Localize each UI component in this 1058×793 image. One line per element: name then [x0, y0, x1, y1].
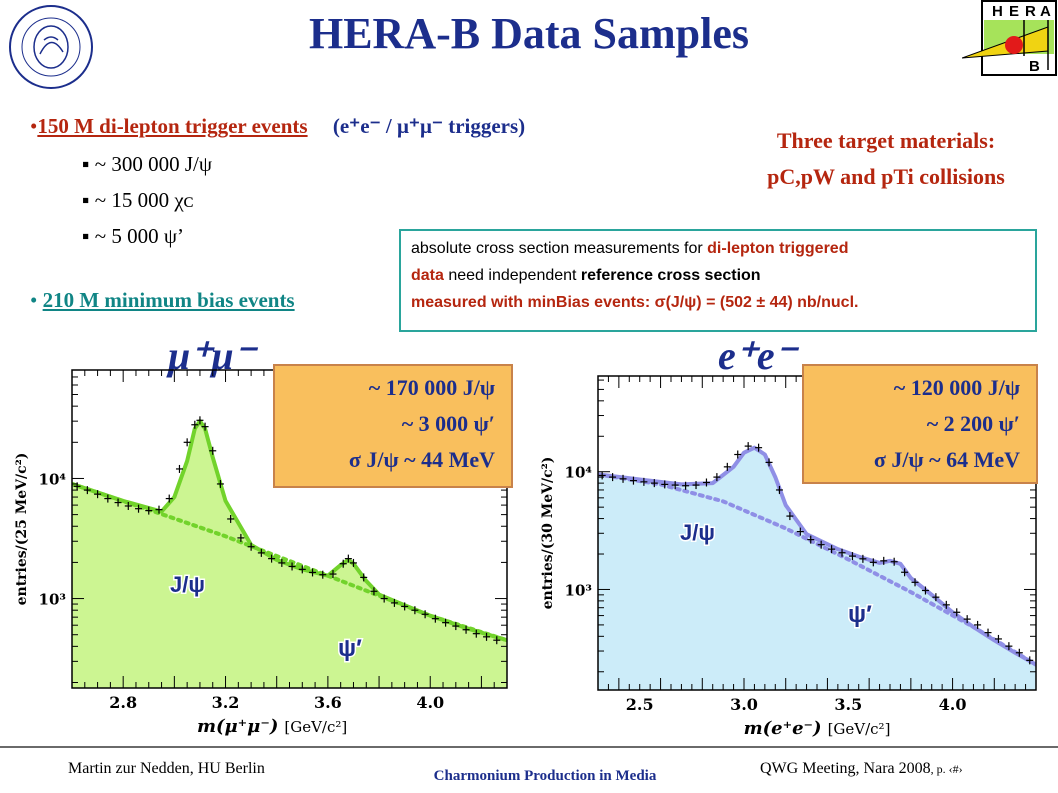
mumu-yield-box: ~ 170 000 J/ψ ~ 3 000 ψ′ σ J/ψ ~ 44 MeV — [273, 364, 513, 488]
minbias-bullet: • 210 M minimum bias events — [30, 288, 295, 312]
ee-yield-box: ~ 120 000 J/ψ ~ 2 200 ψ′ σ J/ψ ~ 64 MeV — [802, 364, 1038, 484]
x-tick-label: 3.6 — [314, 693, 342, 712]
x-tick-label: 3.0 — [730, 695, 758, 714]
y-tick-label: 10³ — [565, 581, 592, 599]
y-axis-label: entries/(25 MeV/c²) — [14, 453, 30, 606]
histogram-fill — [72, 421, 507, 688]
y-tick-label: 10⁴ — [565, 464, 593, 482]
hera-letter: A — [1040, 3, 1051, 20]
cross-section-note: absolute cross section measurements for … — [399, 229, 1037, 332]
sub-item-chic: ▪ ~ 15 000 χᴄ — [82, 188, 194, 212]
mumu-mass-spectrum: 2.8 3.2 3.6 4.0 10³ 10⁴ entries/(25 MeV/c²) m(μ… — [14, 369, 508, 737]
x-axis-unit: [GeV/c²] — [828, 720, 891, 738]
x-tick-label: 4.0 — [416, 693, 444, 712]
y-tick-label: 10⁴ — [39, 470, 67, 488]
hera-b-letter: B — [1029, 58, 1040, 75]
psi-prime-peak-label: ψ′ — [338, 635, 362, 662]
trigger-bullet: •150 M di-lepton trigger events (e⁺e⁻ / … — [30, 114, 526, 138]
target-materials-line1: Three target materials: — [776, 128, 996, 153]
y-tick-label: 10³ — [39, 591, 66, 609]
plot-area — [598, 442, 1036, 690]
jpsi-peak-label: J/ψ — [170, 572, 205, 597]
target-materials-line2: pC,pW and pTi collisions — [767, 164, 1005, 189]
x-tick-label: 3.5 — [834, 695, 862, 714]
sub-item-jpsi: ▪ ~ 300 000 J/ψ — [82, 152, 212, 176]
signal-fit-curve — [598, 445, 1036, 667]
page-title: HERA-B Data Samples — [308, 9, 750, 58]
footer-talk-title: Charmonium Production in Media — [433, 768, 657, 784]
footer-author: Martin zur Nedden, HU Berlin — [68, 760, 265, 777]
x-axis-unit: [GeV/c²] — [284, 718, 347, 736]
psi-prime-peak-label: ψ′ — [848, 601, 872, 628]
y-axis-label: entries/(30 MeV/c²) — [540, 457, 556, 610]
humboldt-university-logo — [9, 5, 93, 89]
footer-meeting: QWG Meeting, Nara 2008, p. ‹#› — [760, 760, 963, 777]
x-tick-label: 2.8 — [109, 693, 137, 712]
x-tick-label: 3.2 — [212, 693, 240, 712]
hera-letter: E — [1009, 3, 1019, 20]
hera-letter: R — [1025, 3, 1036, 20]
trigger-events-link[interactable]: 150 M di-lepton trigger events — [37, 114, 308, 138]
ee-mass-spectrum: 2.5 3.0 3.5 4.0 10³ 10⁴ entries/(30 MeV/c²) m(e… — [540, 375, 1037, 739]
sub-item-psiprime: ▪ ~ 5 000 ψ’ — [82, 224, 184, 248]
x-axis-label: m(e⁺e⁻) [GeV/c²] — [744, 718, 891, 739]
histogram-fill — [598, 447, 1036, 690]
x-axis-label: m(μ⁺μ⁻) [GeV/c²] — [197, 716, 347, 737]
hera-b-logo: H E R A B — [962, 0, 1057, 76]
minbias-events-link[interactable]: 210 M minimum bias events — [42, 288, 295, 312]
ee-plot-label: e⁺e⁻ — [718, 333, 796, 378]
x-tick-label: 4.0 — [939, 695, 967, 714]
plot-area — [72, 416, 507, 688]
x-tick-label: 2.5 — [626, 695, 654, 714]
trigger-types: (e⁺e⁻ / μ⁺μ⁻ triggers) — [332, 114, 526, 138]
jpsi-peak-label: J/ψ — [680, 520, 715, 545]
hera-letter: H — [992, 3, 1003, 20]
footer-divider — [0, 746, 1058, 748]
